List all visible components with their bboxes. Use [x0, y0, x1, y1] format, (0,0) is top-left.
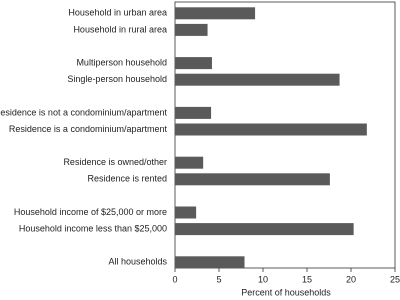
- x-axis-title: Percent of households: [241, 287, 331, 297]
- x-tick-label: 15: [302, 274, 312, 284]
- bar: [175, 156, 204, 169]
- bar: [175, 206, 197, 219]
- bar: [175, 106, 212, 119]
- y-tick-label: Household income of $25,000 or more: [14, 207, 167, 217]
- y-tick-label: Household income less than $25,000: [19, 223, 167, 233]
- y-tick-label: All households: [108, 257, 167, 267]
- y-tick-label: Multiperson household: [76, 57, 167, 67]
- y-tick-label: Residence is a condominium/apartment: [9, 124, 168, 134]
- x-tick-label: 25: [390, 274, 400, 284]
- bar: [175, 7, 256, 20]
- bar: [175, 173, 330, 186]
- x-tick-label: 20: [346, 274, 356, 284]
- x-tick-label: 0: [172, 274, 177, 284]
- y-tick-label: Residence is owned/other: [63, 157, 167, 167]
- bar: [175, 256, 245, 269]
- bar: [175, 57, 212, 70]
- x-tick-label: 5: [216, 274, 221, 284]
- y-tick-label: Household in rural area: [73, 24, 167, 34]
- bar: [175, 73, 340, 86]
- y-tick-label: Single-person household: [67, 74, 167, 84]
- bar: [175, 223, 354, 236]
- bar: [175, 23, 208, 36]
- y-tick-label: Residence is not a condominium/apartment: [0, 107, 167, 117]
- bar: [175, 123, 367, 136]
- y-tick-label: Residence is rented: [87, 174, 167, 184]
- x-tick-label: 10: [258, 274, 268, 284]
- y-tick-label: Household in urban area: [68, 8, 167, 18]
